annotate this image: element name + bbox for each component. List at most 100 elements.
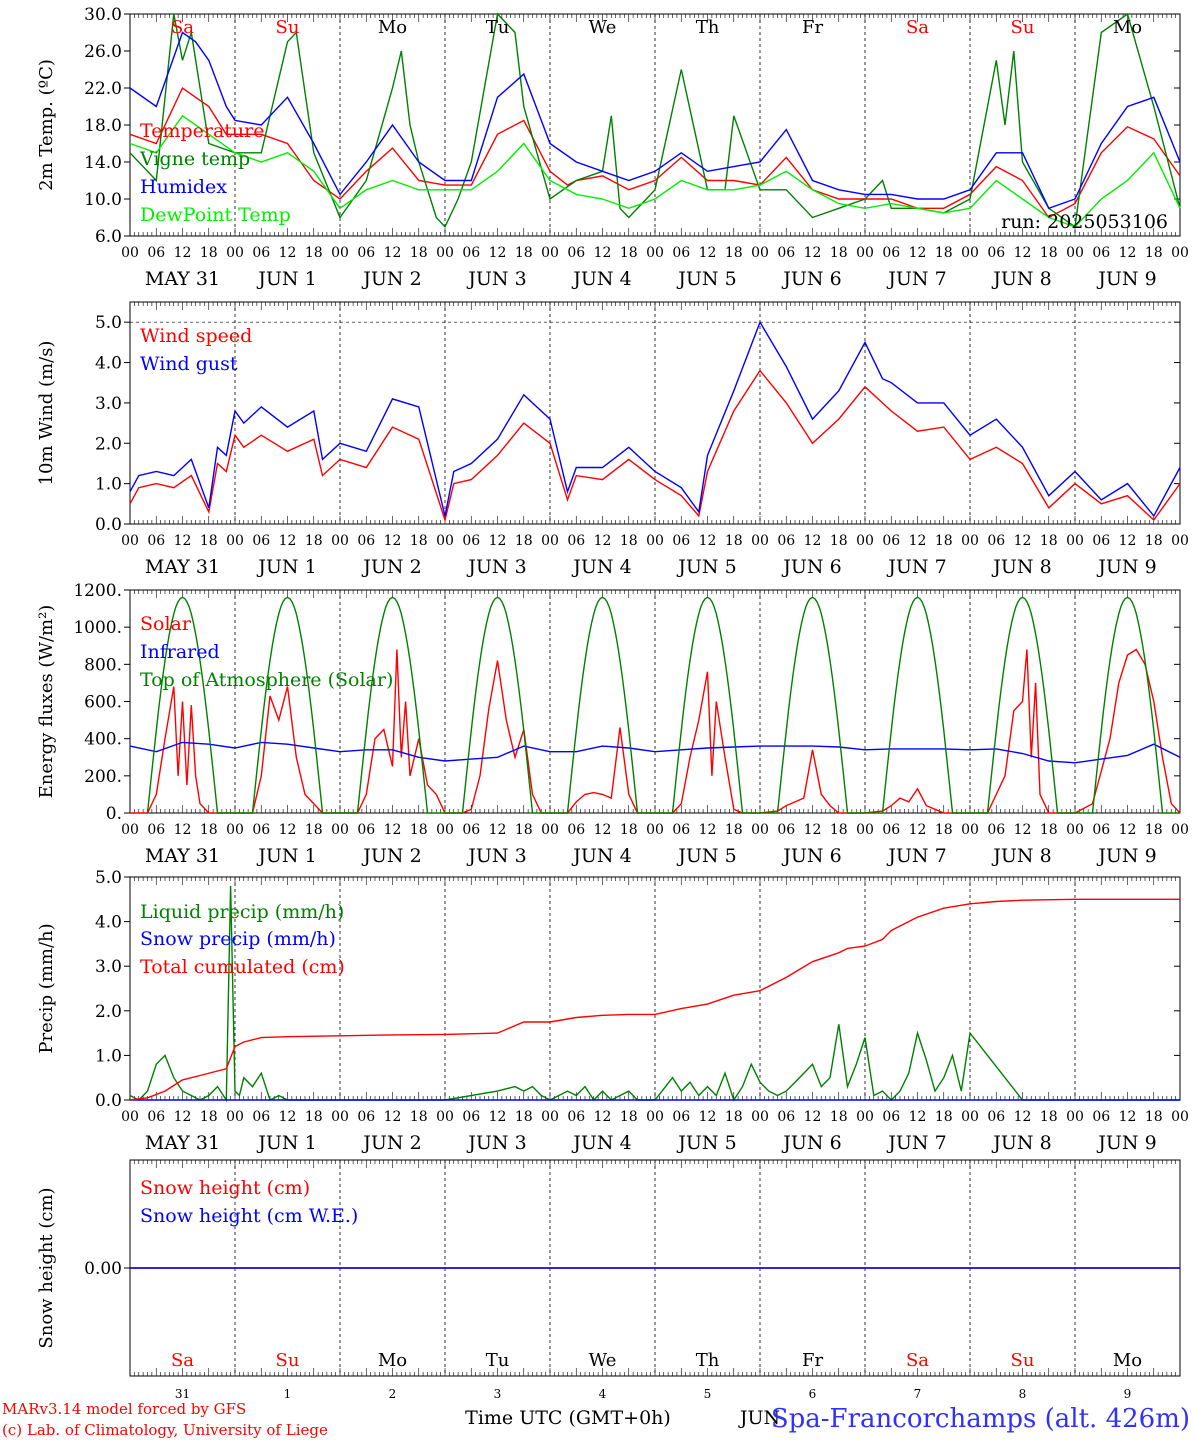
- hour-tick-label: 06: [147, 1109, 165, 1125]
- hour-tick-label: 00: [436, 822, 454, 838]
- y-tick-label: 5.0: [95, 313, 122, 333]
- date-label: MAY 31: [145, 556, 220, 578]
- panel-2: 0.0 1.0 2.0 3.0 4.0 5.0 10m Wind (m/s) 00 06 12 18…: [36, 301, 1189, 578]
- day-number-label: 3: [494, 1387, 502, 1401]
- y-tick-label: 30.0: [84, 5, 122, 25]
- date-label: JUN 1: [256, 1132, 316, 1154]
- series-line-solar: [130, 648, 1181, 814]
- weekday-label: Tu: [486, 17, 510, 38]
- hour-tick-label: 18: [410, 1109, 428, 1125]
- hour-tick-label: 12: [1119, 245, 1137, 261]
- hour-tick-label: 12: [1014, 1109, 1032, 1125]
- hour-tick-label: 18: [620, 533, 638, 549]
- hour-tick-label: 12: [1014, 822, 1032, 838]
- hour-tick-label: 06: [777, 533, 795, 549]
- hour-tick-label: 18: [515, 822, 533, 838]
- y-axis-label: 2m Temp. (ºC): [36, 59, 57, 191]
- hour-tick-label: 00: [751, 533, 769, 549]
- y-tick-label: 1.0: [95, 1046, 122, 1066]
- hour-tick-label: 00: [436, 533, 454, 549]
- hour-tick-label: 12: [909, 533, 927, 549]
- y-tick-label: 26.0: [84, 42, 122, 62]
- hour-tick-label: 00: [646, 245, 664, 261]
- hour-tick-label: 12: [1119, 822, 1137, 838]
- series-line-humidex: [129, 31, 1181, 210]
- hour-tick-label: 18: [620, 245, 638, 261]
- date-label: JUN 3: [466, 556, 526, 578]
- date-label: JUN 8: [991, 845, 1051, 867]
- y-tick-label: 3.0: [95, 957, 122, 977]
- series-line-dewpoint-temp: [129, 114, 1181, 228]
- hour-tick-label: 00: [331, 245, 349, 261]
- y-axis-label: Snow height (cm): [36, 1187, 57, 1348]
- panel-3: 0. 200. 400. 600. 800. 1000. 1200. Energy fluxe…: [36, 581, 1189, 867]
- series-line-wind-speed: [129, 369, 1181, 523]
- y-tick-label: 2.0: [95, 434, 122, 454]
- hour-tick-label: 18: [200, 533, 218, 549]
- hour-tick-label: 06: [567, 1109, 585, 1125]
- hour-tick-label: 06: [777, 245, 795, 261]
- weekday-label: Fr: [802, 1350, 823, 1371]
- hour-tick-label: 00: [121, 1109, 139, 1125]
- y-tick-label: 3.0: [95, 394, 122, 414]
- station-label: Spa-Francorchamps (alt. 426m): [771, 1404, 1190, 1434]
- day-number-label: 4: [599, 1387, 607, 1401]
- date-label: JUN 5: [676, 556, 736, 578]
- hour-tick-label: 12: [174, 533, 192, 549]
- hour-tick-label: 12: [279, 1109, 297, 1125]
- y-tick-label: 0.0: [95, 515, 122, 535]
- legend-entry: Humidex: [140, 176, 227, 198]
- weekday-label: Su: [1011, 1350, 1035, 1371]
- hour-tick-label: 18: [305, 822, 323, 838]
- hour-tick-label: 18: [935, 533, 953, 549]
- hour-tick-label: 00: [751, 1109, 769, 1125]
- legend-entry: Snow precip (mm/h): [140, 928, 336, 950]
- hour-tick-label: 12: [804, 245, 822, 261]
- hour-tick-label: 06: [882, 1109, 900, 1125]
- hour-tick-label: 00: [121, 245, 139, 261]
- y-tick-label: 800.: [84, 655, 122, 675]
- hour-tick-label: 06: [987, 1109, 1005, 1125]
- hour-tick-label: 00: [226, 533, 244, 549]
- y-tick-label: 18.0: [84, 116, 122, 136]
- hour-tick-label: 00: [646, 1109, 664, 1125]
- hour-tick-label: 12: [279, 245, 297, 261]
- weekday-label: Th: [696, 17, 720, 38]
- series-line-infrared: [129, 741, 1181, 764]
- credit-line-2: (c) Lab. of Climatology, University of L…: [2, 1421, 328, 1439]
- hour-tick-label: 12: [384, 245, 402, 261]
- legend-entry: Temperature: [140, 120, 264, 142]
- y-tick-label: 22.0: [84, 79, 122, 99]
- date-label: JUN 1: [256, 845, 316, 867]
- date-label: JUN 6: [781, 1132, 841, 1154]
- weekday-label: Mo: [1113, 17, 1142, 38]
- hour-tick-label: 12: [489, 533, 507, 549]
- weekday-label: We: [589, 17, 617, 38]
- hour-tick-label: 12: [489, 822, 507, 838]
- date-label: MAY 31: [145, 1132, 220, 1154]
- hour-tick-label: 18: [830, 1109, 848, 1125]
- date-label: JUN 3: [466, 845, 526, 867]
- y-tick-label: 4.0: [95, 913, 122, 933]
- hour-tick-label: 00: [541, 245, 559, 261]
- hour-tick-label: 12: [699, 1109, 717, 1125]
- panel-5: 0.00 Snow height (cm) Snow height (cm) Snow…: [36, 1159, 1181, 1401]
- run-label: run: 2025053106: [1001, 211, 1168, 233]
- hour-tick-label: 18: [725, 245, 743, 261]
- date-label: JUN 3: [466, 268, 526, 290]
- weekday-label: We: [589, 1350, 617, 1371]
- date-label: JUN 5: [676, 268, 736, 290]
- panel-1: 6.0 10.0 14.0 18.0 22.0 26.0 30.0 2m Temp. (ºC)…: [36, 5, 1189, 290]
- hour-tick-label: 18: [935, 245, 953, 261]
- series-line-wind-gust: [129, 320, 1181, 518]
- hour-tick-label: 06: [672, 533, 690, 549]
- hour-tick-label: 00: [1171, 822, 1189, 838]
- hour-tick-label: 12: [699, 533, 717, 549]
- date-label: JUN 6: [781, 845, 841, 867]
- hour-tick-label: 18: [725, 533, 743, 549]
- hour-tick-label: 06: [357, 533, 375, 549]
- y-tick-label: 1000.: [73, 618, 122, 638]
- hour-tick-label: 12: [1119, 1109, 1137, 1125]
- hour-tick-label: 06: [357, 1109, 375, 1125]
- hour-tick-label: 06: [1092, 822, 1110, 838]
